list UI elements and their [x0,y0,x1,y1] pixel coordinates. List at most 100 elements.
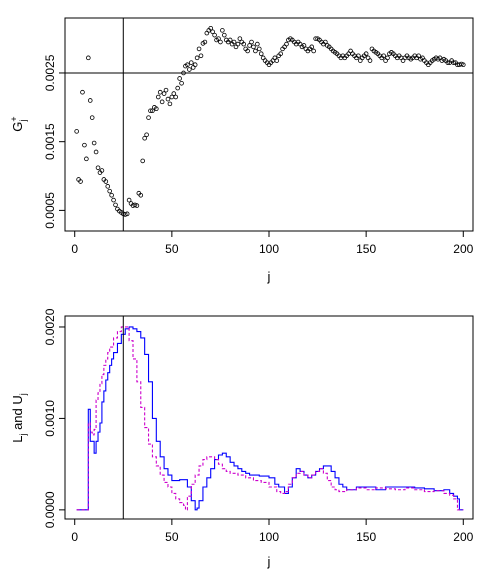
data-point [251,44,256,50]
data-point [134,203,140,208]
bottom-y-label-sub-1: j [18,434,28,437]
bottom-x-axis: 0 50 100 150 200 [71,519,474,544]
data-point [313,36,318,41]
data-point [150,108,155,114]
data-point [74,129,79,134]
top-y-label-base: G [10,122,25,132]
top-data-points [74,26,466,217]
data-point [235,41,241,47]
bottom-y-label-sub-2: j [18,393,28,396]
top-x-tick-label: 0 [71,242,78,256]
data-point [278,51,283,57]
data-point [173,94,179,100]
data-point [202,39,208,45]
data-point [175,85,180,91]
data-point [105,184,111,189]
data-point [301,43,307,48]
data-point [196,46,202,52]
bottom-x-tick-label: 200 [453,530,473,544]
data-point [167,101,173,107]
top-y-tick-label: 0.0005 [43,192,57,229]
data-point [146,115,151,120]
data-point [95,165,101,171]
bottom-y-tick-label: 0.0020 [43,308,57,345]
bottom-y-tick-label: 0.0010 [43,400,57,437]
data-point [80,89,85,95]
data-point [185,62,190,68]
bottom-y-axis-label: Lj and Uj [10,393,28,443]
top-x-tick-label: 100 [259,242,279,256]
data-point [227,37,233,43]
data-point [111,197,116,203]
bottom-data-series [76,326,464,511]
data-point [93,149,99,155]
data-point [124,211,130,217]
data-point [416,53,421,59]
data-point [385,55,390,61]
data-point [274,58,280,63]
series-line-dashed [76,326,464,511]
data-point [103,179,109,184]
data-point [78,179,83,184]
data-point [91,140,97,146]
data-point [171,91,177,96]
data-point [161,91,167,96]
top-y-tick-label: 0.0025 [43,54,57,91]
data-point [247,43,252,48]
bottom-x-tick-label: 150 [356,530,376,544]
data-point [231,39,237,45]
top-x-tick-label: 150 [356,242,376,256]
data-point [144,132,149,138]
data-point [142,135,147,141]
data-point [140,158,146,164]
data-point [163,87,169,93]
bottom-y-tick-label: 0.0000 [43,491,57,528]
data-point [208,26,214,31]
top-y-label-subscript: j [18,119,28,122]
data-point [126,197,132,203]
bottom-y-label-l: L [10,436,25,443]
bottom-line-panel: 0 50 100 150 200 0.0000 0.0010 0.0020 j Lj and… [10,308,474,569]
data-point [245,48,250,54]
data-point [212,32,217,38]
top-x-tick-label: 200 [453,242,473,256]
data-point [109,192,114,198]
data-point [311,48,316,54]
bottom-x-tick-label: 100 [259,530,279,544]
data-point [107,188,112,194]
data-point [255,41,260,47]
data-point [253,48,258,54]
data-point [216,36,221,41]
top-y-axis: 0.0005 0.0015 0.0025 [43,54,65,229]
data-point [460,62,466,68]
data-point [187,67,192,72]
data-point [323,39,328,45]
data-point [194,55,200,61]
data-point [89,115,95,120]
data-point [113,202,118,208]
data-point [179,80,184,86]
data-point [87,98,93,103]
data-point [284,41,289,47]
data-point [177,76,182,81]
data-point [159,99,165,105]
data-point [241,41,247,47]
top-y-tick-label: 0.0015 [43,123,57,160]
data-point [192,62,198,68]
bottom-y-label-and-u: and U [10,395,25,433]
data-point [210,29,215,35]
bottom-y-axis: 0.0000 0.0010 0.0020 [43,308,65,528]
top-x-axis-label: j [267,269,271,284]
top-y-label-superscript: + [9,116,19,121]
data-point [445,60,451,65]
data-point [84,156,89,162]
data-point [222,32,227,38]
top-x-tick-label: 50 [165,242,179,256]
data-point [237,36,243,41]
data-point [258,51,264,57]
data-point [220,28,225,33]
top-y-axis-label: G+j [9,116,28,131]
data-point [154,106,159,111]
